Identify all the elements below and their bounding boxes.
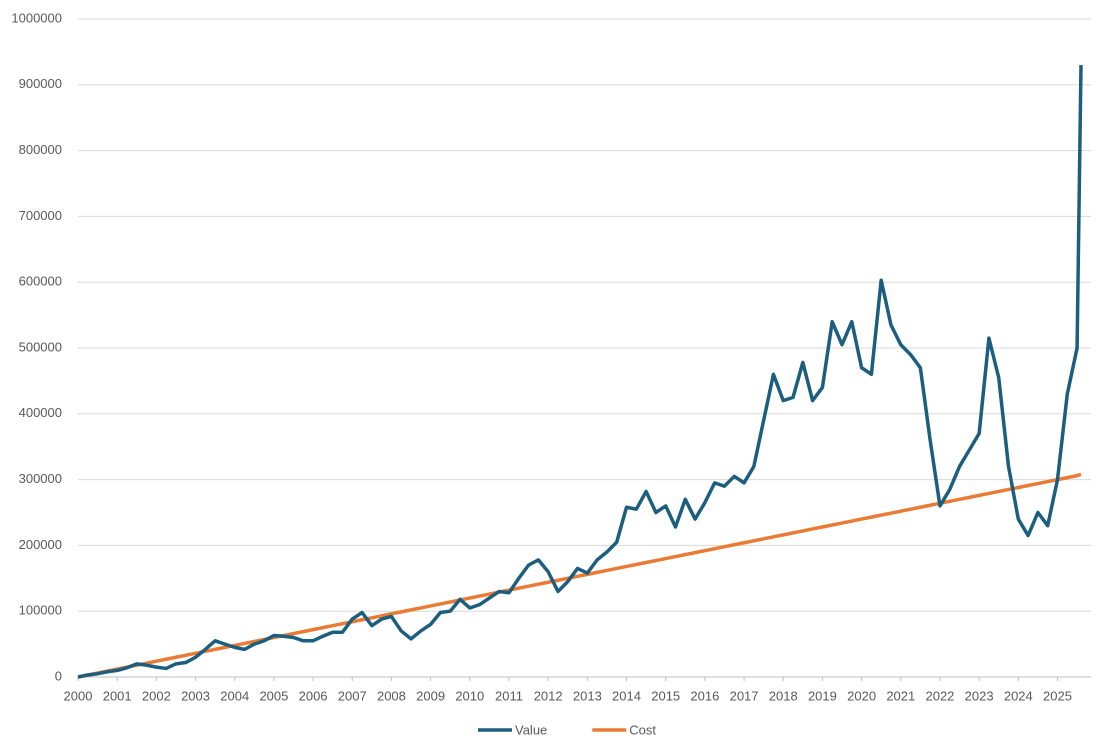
x-tick-label: 2010 <box>455 688 484 703</box>
legend-label: Value <box>515 722 547 737</box>
y-tick-label: 500000 <box>19 339 62 354</box>
x-tick-label: 2025 <box>1043 688 1072 703</box>
x-tick-label: 2000 <box>64 688 93 703</box>
x-tick-label: 2008 <box>377 688 406 703</box>
x-tick-label: 2022 <box>925 688 954 703</box>
x-tick-label: 2006 <box>299 688 328 703</box>
y-tick-label: 1000000 <box>11 10 62 25</box>
y-tick-label: 900000 <box>19 76 62 91</box>
y-tick-label: 400000 <box>19 405 62 420</box>
x-tick-label: 2019 <box>808 688 837 703</box>
x-tick-label: 2020 <box>847 688 876 703</box>
x-tick-label: 2004 <box>220 688 249 703</box>
x-tick-label: 2007 <box>338 688 367 703</box>
legend-label: Cost <box>629 722 656 737</box>
x-tick-label: 2024 <box>1004 688 1033 703</box>
y-tick-label: 100000 <box>19 603 62 618</box>
x-tick-label: 2005 <box>259 688 288 703</box>
y-tick-label: 800000 <box>19 142 62 157</box>
x-tick-label: 2009 <box>416 688 445 703</box>
x-tick-label: 2017 <box>730 688 759 703</box>
y-tick-label: 200000 <box>19 537 62 552</box>
y-tick-label: 700000 <box>19 208 62 223</box>
x-tick-label: 2012 <box>534 688 563 703</box>
x-tick-label: 2016 <box>690 688 719 703</box>
x-tick-label: 2014 <box>612 688 641 703</box>
x-tick-label: 2023 <box>965 688 994 703</box>
x-tick-label: 2003 <box>181 688 210 703</box>
series-line <box>77 65 1083 679</box>
x-tick-label: 2015 <box>651 688 680 703</box>
x-tick-label: 2021 <box>886 688 915 703</box>
x-tick-label: 2001 <box>103 688 132 703</box>
x-tick-label: 2002 <box>142 688 171 703</box>
y-tick-label: 0 <box>55 668 62 683</box>
series-line <box>77 472 1082 679</box>
y-tick-label: 300000 <box>19 471 62 486</box>
x-tick-label: 2013 <box>573 688 602 703</box>
x-tick-label: 2018 <box>769 688 798 703</box>
y-tick-label: 600000 <box>19 274 62 289</box>
x-tick-label: 2011 <box>495 688 523 703</box>
